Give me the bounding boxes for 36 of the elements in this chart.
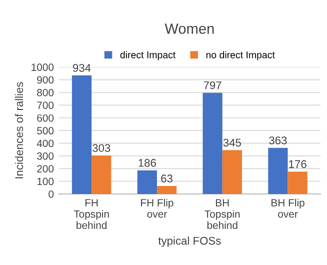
data-label: 186 <box>138 158 156 167</box>
bar <box>222 150 242 194</box>
y-tick-label: 700 <box>37 102 54 109</box>
data-label: 303 <box>92 144 110 152</box>
bar <box>137 170 157 194</box>
y-tick-label: 1000 <box>32 64 54 71</box>
y-tick-label: 800 <box>37 88 54 96</box>
bar <box>72 75 92 194</box>
data-label: 345 <box>223 138 241 147</box>
bar <box>92 156 112 194</box>
y-tick-label: 400 <box>36 140 54 148</box>
x-axis-title: typical FOSs <box>158 236 221 247</box>
legend-label: direct Impact <box>120 51 176 60</box>
x-tick-label: BH Topspin behind <box>204 199 240 229</box>
y-tick-label: 0 <box>48 190 54 198</box>
bar <box>156 186 177 194</box>
y-tick-label: 600 <box>37 114 54 122</box>
data-label: 797 <box>204 81 222 90</box>
data-label: 934 <box>73 64 91 72</box>
y-tick-label: 100 <box>37 178 54 186</box>
y-tick-label: 900 <box>37 76 54 84</box>
x-tick-label: FH Topspin behind <box>74 199 109 229</box>
bar <box>288 172 308 194</box>
x-tick-label: FH Flip over <box>141 198 174 218</box>
chart-title: Women <box>164 24 214 34</box>
data-label: 176 <box>289 160 306 168</box>
legend-label: no direct Impact <box>206 51 275 60</box>
data-label: 63 <box>161 174 172 182</box>
bar <box>202 92 222 194</box>
y-tick-label: 500 <box>37 127 54 134</box>
y-tick-label: 200 <box>37 165 54 172</box>
data-label: 363 <box>269 136 287 144</box>
y-tick-label: 300 <box>37 152 54 160</box>
bar <box>268 148 288 194</box>
y-axis-title: Incidences of rallies <box>14 82 24 178</box>
x-tick-label: BH Flip over <box>272 198 304 218</box>
